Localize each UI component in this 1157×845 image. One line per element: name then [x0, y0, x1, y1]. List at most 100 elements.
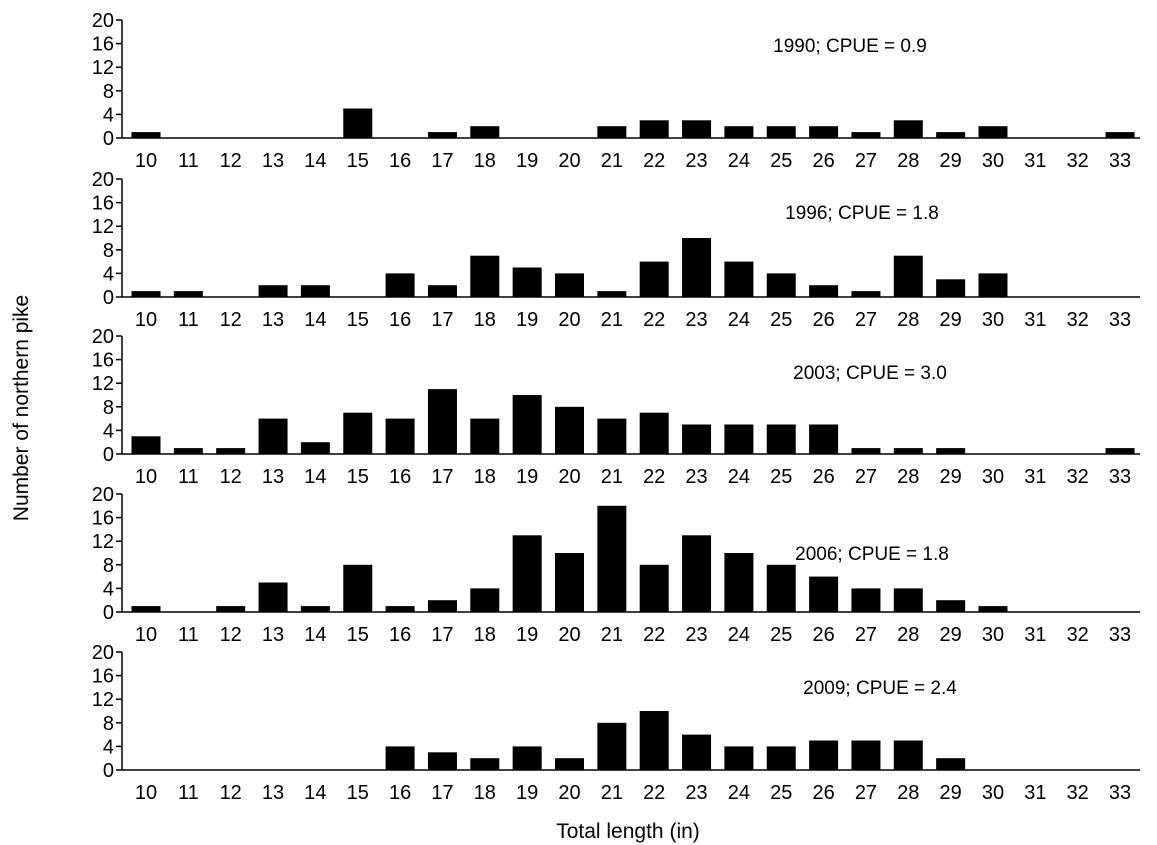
x-tick-label: 24	[728, 624, 750, 646]
bar	[766, 126, 796, 138]
y-tick-label: 8	[103, 397, 114, 419]
x-tick-label: 10	[135, 309, 157, 331]
bar	[300, 285, 330, 297]
x-tick-label: 23	[685, 624, 707, 646]
y-tick-label: 16	[92, 508, 114, 530]
bar	[173, 448, 203, 454]
x-tick-label: 21	[601, 466, 623, 488]
bar	[427, 285, 457, 297]
x-tick-label: 21	[601, 624, 623, 646]
panel-annotation: 1990; CPUE = 0.9	[773, 36, 927, 57]
x-tick-label: 18	[474, 309, 496, 331]
x-tick-label: 26	[812, 782, 834, 804]
bar	[1105, 132, 1135, 138]
y-tick-label: 20	[92, 642, 114, 664]
x-tick-label: 10	[135, 782, 157, 804]
x-tick-label: 24	[728, 150, 750, 172]
bar	[555, 553, 584, 612]
bar	[300, 606, 330, 612]
x-tick-label: 20	[558, 624, 580, 646]
x-tick-label: 13	[262, 309, 284, 331]
bar	[385, 606, 415, 612]
bar	[258, 582, 288, 612]
x-tick-label: 14	[304, 782, 326, 804]
bar	[724, 424, 754, 454]
y-tick-label: 16	[92, 34, 114, 56]
y-tick-label: 16	[92, 193, 114, 215]
bar	[512, 535, 542, 612]
x-tick-label: 33	[1109, 309, 1131, 331]
bar	[639, 120, 669, 138]
x-tick-label: 22	[643, 782, 665, 804]
bar	[893, 740, 923, 770]
x-tick-label: 26	[812, 309, 834, 331]
x-tick-label: 31	[1024, 782, 1046, 804]
y-tick-label: 4	[103, 104, 114, 126]
x-tick-label: 23	[685, 782, 707, 804]
x-tick-label: 29	[940, 782, 962, 804]
bar	[936, 448, 966, 454]
bar	[427, 752, 457, 770]
x-tick-label: 18	[474, 782, 496, 804]
panel-annotation: 2003; CPUE = 3.0	[793, 363, 947, 384]
bar	[851, 132, 881, 138]
bar	[766, 424, 796, 454]
x-tick-label: 17	[431, 150, 453, 172]
bar	[385, 273, 415, 297]
x-tick-label: 19	[516, 150, 538, 172]
bar	[978, 606, 1008, 612]
bar	[470, 126, 500, 138]
x-tick-label: 25	[770, 466, 792, 488]
x-tick-label: 18	[474, 624, 496, 646]
x-tick-label: 21	[601, 150, 623, 172]
x-tick-label: 13	[262, 782, 284, 804]
x-tick-label: 16	[389, 466, 411, 488]
x-tick-label: 29	[940, 150, 962, 172]
bar	[343, 564, 373, 612]
bar	[597, 722, 627, 770]
x-tick-label: 14	[304, 309, 326, 331]
bar	[258, 285, 288, 297]
bar	[809, 576, 839, 612]
x-tick-label: 17	[431, 782, 453, 804]
bar	[427, 600, 457, 612]
x-tick-label: 19	[516, 624, 538, 646]
y-tick-label: 0	[103, 602, 114, 624]
bar	[936, 132, 966, 138]
x-tick-label: 10	[135, 466, 157, 488]
bar	[893, 255, 923, 297]
bar	[1105, 448, 1135, 454]
y-tick-label: 4	[103, 736, 114, 758]
bar	[639, 412, 669, 454]
x-tick-label: 17	[431, 466, 453, 488]
y-tick-label: 4	[103, 263, 114, 285]
x-tick-label: 13	[262, 466, 284, 488]
x-tick-label: 27	[855, 782, 877, 804]
y-axis-title: Number of northern pike	[10, 295, 33, 521]
x-tick-label: 11	[178, 466, 199, 488]
x-tick-label: 33	[1109, 624, 1131, 646]
x-tick-label: 32	[1067, 624, 1089, 646]
x-tick-label: 29	[940, 466, 962, 488]
x-tick-label: 23	[685, 466, 707, 488]
x-axis-title: Total length (in)	[556, 820, 700, 843]
x-tick-label: 25	[770, 624, 792, 646]
bar	[639, 711, 669, 770]
bar	[766, 564, 796, 612]
y-tick-label: 16	[92, 350, 114, 372]
bar	[724, 126, 754, 138]
bar	[936, 600, 966, 612]
bar	[893, 448, 923, 454]
y-tick-label: 0	[103, 128, 114, 150]
x-tick-label: 33	[1109, 466, 1131, 488]
bar	[427, 132, 457, 138]
x-tick-label: 16	[389, 309, 411, 331]
bar	[809, 740, 839, 770]
bar	[385, 746, 415, 770]
x-tick-label: 30	[982, 782, 1004, 804]
x-tick-label: 12	[220, 624, 242, 646]
